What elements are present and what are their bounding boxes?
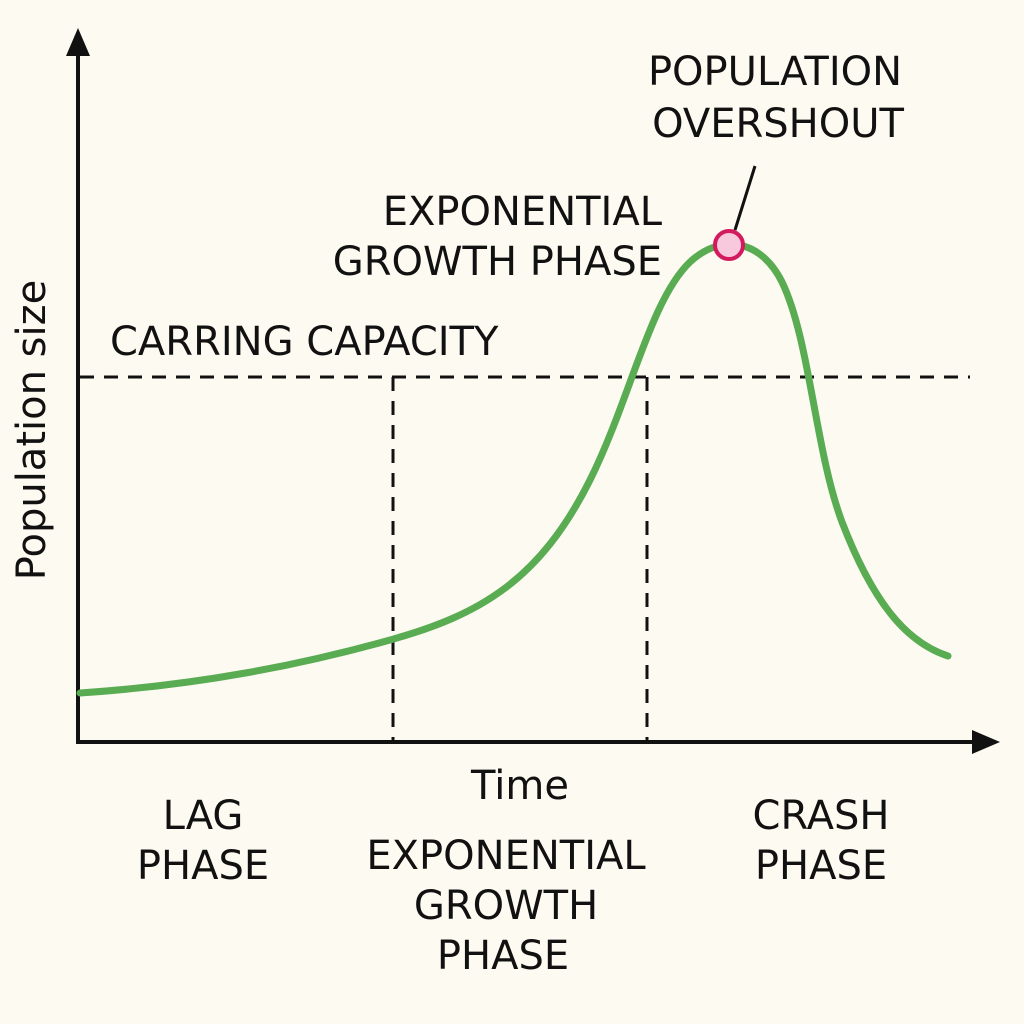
dashed-guides [80, 375, 970, 740]
pointer-line [733, 165, 757, 231]
axes [76, 50, 985, 744]
overshoot-label: OVERSHOUT [652, 101, 904, 147]
carrying-capacity-label: CARRING CAPACITY [110, 319, 499, 365]
phase-label: LAG [163, 793, 244, 839]
y-axis-label: Population size [9, 280, 55, 580]
y-arrow [66, 28, 90, 56]
phase-label: PHASE [137, 843, 269, 889]
phase-label: CRASH [753, 793, 890, 839]
phase-label: PHASE [755, 843, 887, 889]
overshoot-label: POPULATION [648, 49, 902, 95]
phase-label: EXPONENTIAL [366, 833, 646, 879]
population-curve [76, 240, 952, 697]
x-axis-label: Time [470, 763, 569, 809]
x-arrow [972, 730, 1000, 754]
phase-label: PHASE [437, 933, 569, 979]
growth-label: EXPONENTIAL [383, 189, 663, 235]
overshoot-marker [713, 229, 745, 261]
phase-label: GROWTH [414, 883, 598, 929]
growth-label: GROWTH PHASE [333, 239, 662, 285]
